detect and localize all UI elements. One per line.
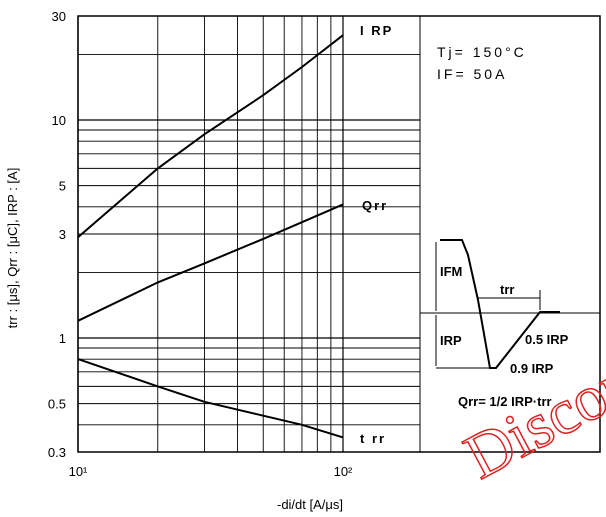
y-tick-labels: 30 10 5 3 1 0.5 0.3 xyxy=(48,9,66,460)
y-tick-label: 3 xyxy=(59,227,66,242)
y-tick-label: 5 xyxy=(59,179,66,194)
inset-label-trr: trr xyxy=(500,282,514,297)
series-line-irp xyxy=(77,34,344,238)
series-label-qrr: Qrr xyxy=(362,198,388,213)
inset-label-half-irp: 0.5 IRP xyxy=(525,332,569,347)
inset-label-09-irp: 0.9 IRP xyxy=(510,361,554,376)
plot-border xyxy=(77,15,601,453)
series-label-irp: I RP xyxy=(360,23,393,38)
y-tick-label: 0.3 xyxy=(48,445,66,460)
plot-frame xyxy=(77,15,601,453)
y-tick-label: 1 xyxy=(59,331,66,346)
condition-tj: Tj= 150°C xyxy=(437,44,527,60)
x-tick-label: 10¹ xyxy=(69,464,88,479)
waveform-current xyxy=(440,239,560,369)
series-line-trr xyxy=(77,358,344,439)
series-line-qrr xyxy=(77,203,344,322)
y-tick-label: 0.5 xyxy=(48,397,66,412)
x-tick-label: 10² xyxy=(334,464,353,479)
y-tick-label: 30 xyxy=(52,9,66,24)
recovery-waveform-inset: IFM trr IRP 0.5 IRP 0.9 IRP Qrr= 1/2 IRP… xyxy=(420,239,600,409)
series-curves xyxy=(77,34,344,439)
grid xyxy=(77,15,421,453)
y-axis-label: trr : [μs], Qrr : [μC], IRP : [A] xyxy=(5,168,20,329)
x-tick-labels: 10¹ 10² xyxy=(69,464,353,479)
inset-label-ifm: IFM xyxy=(440,264,462,279)
x-axis-label: -di/dt [A/μs] xyxy=(277,497,343,512)
condition-if: IF= 50A xyxy=(437,66,507,82)
series-label-trr: t rr xyxy=(360,431,386,446)
inset-label-irp: IRP xyxy=(440,333,462,348)
inset-label-qrr-formula: Qrr= 1/2 IRP·trr xyxy=(458,394,552,409)
y-tick-label: 10 xyxy=(52,113,66,128)
